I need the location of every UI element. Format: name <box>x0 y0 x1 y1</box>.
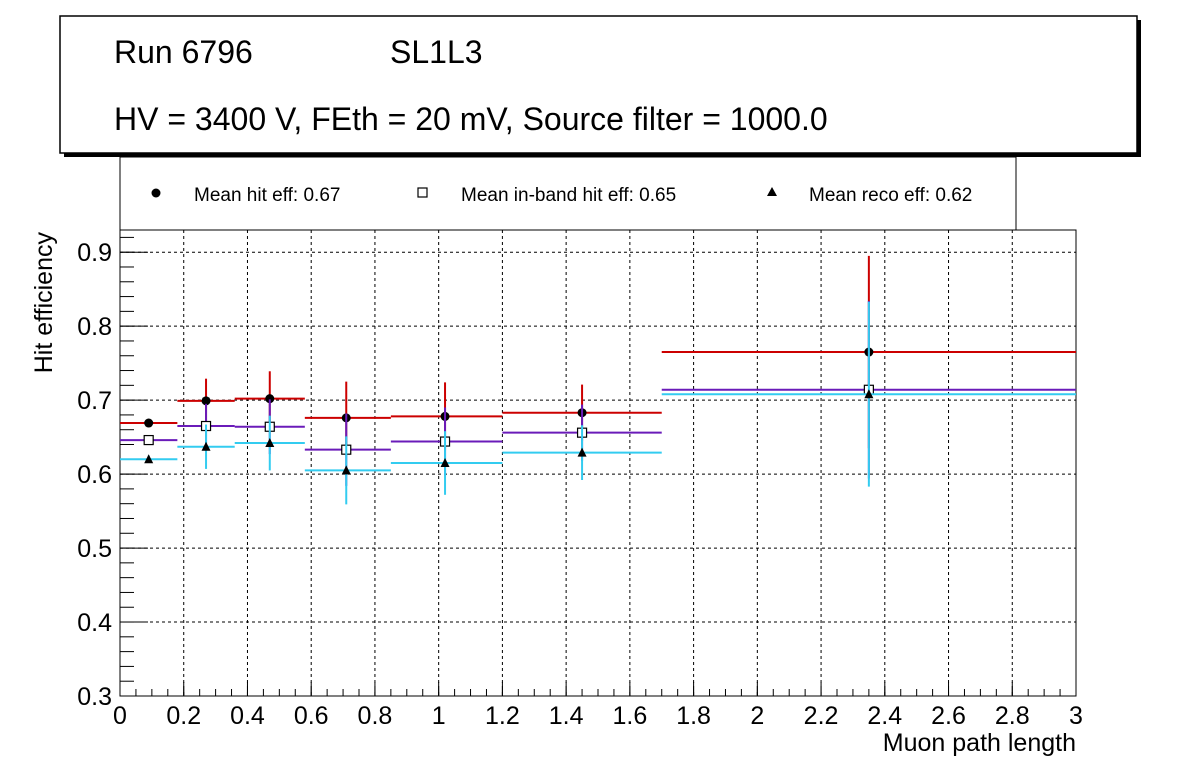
x-tick-label: 2 <box>750 702 764 730</box>
data-point-circle <box>144 418 154 428</box>
tick-labels: 0 0.2 0.4 0.6 0.8 1 1.2 1.4 1.6 1.8 2 2.2 2.4 2.6 2.8 3… <box>77 239 1083 730</box>
x-tick-label: 1.8 <box>676 702 711 730</box>
y-tick-label: 0.4 <box>77 609 112 637</box>
legend-marker-triangle <box>767 187 777 196</box>
plot-area <box>119 229 1077 697</box>
data-point-triangle <box>864 389 874 399</box>
y-tick-label: 0.3 <box>77 683 112 711</box>
series-triangle <box>120 301 1076 505</box>
y-tick-label: 0.6 <box>77 461 112 489</box>
legend-marker-square <box>417 187 428 198</box>
data-point-triangle <box>577 447 587 457</box>
y-tick-label: 0.9 <box>77 239 112 267</box>
x-tick-label: 1.6 <box>612 702 647 730</box>
x-tick-label: 2.8 <box>995 702 1030 730</box>
data-point-triangle <box>440 458 450 467</box>
data-point-triangle <box>201 441 211 451</box>
y-axis-title: Hit efficiency <box>30 232 58 374</box>
data-point-triangle <box>144 454 154 464</box>
legend: Mean hit eff: 0.67 Mean in-band hit eff:… <box>119 156 1017 231</box>
x-tick-label: 0.8 <box>358 702 393 730</box>
x-tick-label: 2.4 <box>867 702 902 730</box>
data-point-circle <box>265 394 275 404</box>
data-point-triangle <box>341 465 351 475</box>
x-axis-title: Muon path length <box>883 729 1076 757</box>
x-tick-label: 0.6 <box>294 702 329 730</box>
run-label: Run 6796 <box>114 34 253 70</box>
plot-frame <box>119 229 1077 697</box>
legend-label-inband: Mean in-band hit eff: 0.65 <box>461 185 676 206</box>
x-tick-label: 1.4 <box>549 702 584 730</box>
legend-marker-circle <box>151 188 161 198</box>
x-tick-label: 0 <box>113 702 127 730</box>
data-point-circle <box>201 396 211 406</box>
y-tick-label: 0.5 <box>77 535 112 563</box>
title-box-frame <box>59 15 1138 154</box>
settings-label: HV = 3400 V, FEth = 20 mV, Source filter… <box>114 101 828 137</box>
x-tick-label: 1 <box>432 702 446 730</box>
layer-label: SL1L3 <box>390 34 483 70</box>
data-point-square <box>143 434 154 446</box>
legend-label-reco: Mean reco eff: 0.62 <box>809 185 972 206</box>
x-tick-label: 2.6 <box>931 702 966 730</box>
legend-label-hit: Mean hit eff: 0.67 <box>194 185 340 206</box>
x-tick-label: 3 <box>1069 702 1083 730</box>
title-box: Run 6796 SL1L3 HV = 3400 V, FEth = 20 mV… <box>59 15 1141 157</box>
legend-frame <box>119 156 1017 231</box>
series-layer <box>120 255 1076 505</box>
axis-ticks <box>119 236 1077 697</box>
y-tick-label: 0.8 <box>77 313 112 341</box>
y-tick-label: 0.7 <box>77 387 112 415</box>
x-tick-label: 1.2 <box>485 702 520 730</box>
x-tick-label: 0.2 <box>166 702 201 730</box>
x-tick-label: 0.4 <box>230 702 265 730</box>
x-tick-label: 2.2 <box>804 702 839 730</box>
data-point-triangle <box>265 438 275 448</box>
